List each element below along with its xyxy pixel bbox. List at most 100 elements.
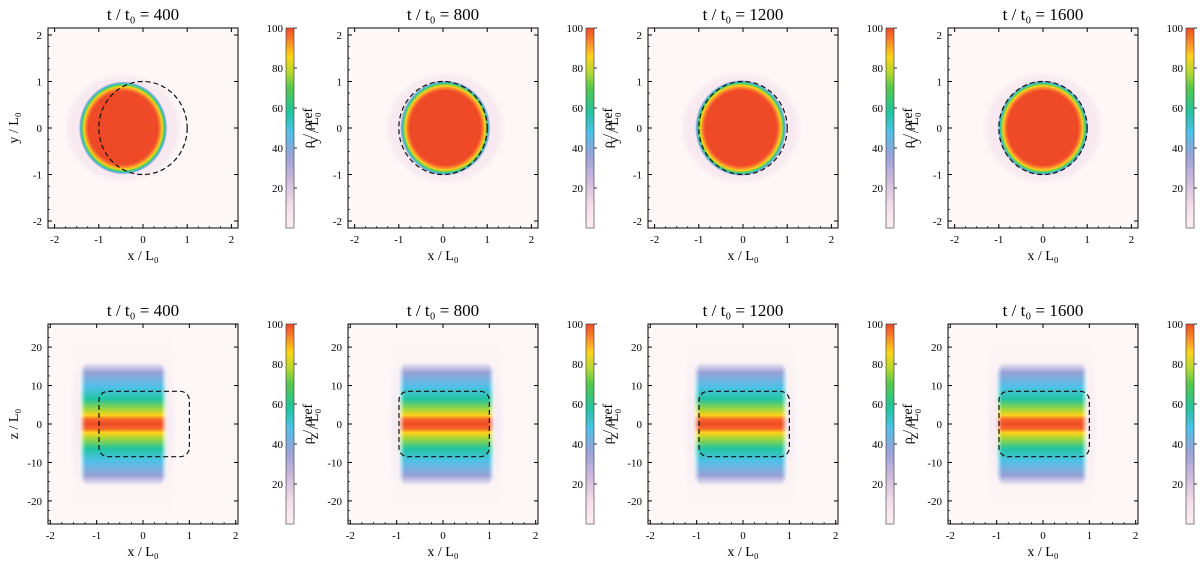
y-axis-label: y / L₀ bbox=[7, 112, 22, 143]
y-axis-label: z / L₀ bbox=[907, 409, 922, 440]
colorbar-tick-label: 60 bbox=[272, 399, 284, 411]
y-tick-label: 20 bbox=[31, 342, 43, 354]
x-tick-label: -2 bbox=[50, 234, 59, 246]
density-slab-edge bbox=[996, 362, 1088, 486]
colorbar-tick-label: 40 bbox=[272, 439, 284, 451]
y-tick-label: -1 bbox=[333, 170, 342, 182]
y-tick-label: 0 bbox=[337, 419, 343, 431]
colorbar-tick-label: 100 bbox=[567, 319, 584, 331]
y-axis-label: y / L₀ bbox=[607, 112, 622, 143]
x-tick-label: 2 bbox=[529, 234, 535, 246]
y-tick-label: 0 bbox=[37, 123, 43, 135]
colorbar-tick-label: 20 bbox=[272, 183, 284, 195]
y-tick-label: -1 bbox=[633, 170, 642, 182]
reference-circle bbox=[398, 80, 488, 176]
x-tick-label: 1 bbox=[484, 234, 490, 246]
x-axis-label: x / L₀ bbox=[427, 545, 458, 560]
y-tick-label: -2 bbox=[33, 216, 42, 228]
x-tick-label: -2 bbox=[350, 234, 359, 246]
colorbar-tick-label: 60 bbox=[1172, 103, 1184, 115]
x-tick-label: -1 bbox=[92, 530, 101, 542]
x-tick-label: 0 bbox=[440, 530, 446, 542]
y-tick-label: 1 bbox=[337, 76, 343, 88]
panel-title: t / t₀ = 1200 bbox=[703, 5, 784, 24]
x-tick-label: 2 bbox=[1129, 234, 1135, 246]
y-axis-label: z / L₀ bbox=[607, 409, 622, 440]
y-tick-label: -2 bbox=[633, 216, 642, 228]
colorbar-tick-label: 80 bbox=[572, 63, 584, 75]
colorbar-tick-label: 40 bbox=[572, 143, 584, 155]
x-axis-label: x / L₀ bbox=[127, 249, 158, 264]
x-tick-label: -1 bbox=[94, 234, 103, 246]
y-axis-label: z / L₀ bbox=[7, 409, 22, 440]
y-tick-label: 0 bbox=[37, 419, 43, 431]
reference-box bbox=[98, 390, 190, 458]
colorbar-tick-label: 60 bbox=[872, 103, 884, 115]
colorbar-tick-label: 80 bbox=[272, 359, 284, 371]
y-tick-label: 10 bbox=[631, 381, 643, 393]
reference-circle bbox=[98, 80, 188, 176]
panel-title: t / t₀ = 800 bbox=[407, 5, 479, 24]
y-axis-label: y / L₀ bbox=[307, 112, 322, 143]
panel-title: t / t₀ = 800 bbox=[407, 301, 479, 320]
colorbar-label: ρ / ρref bbox=[901, 107, 916, 148]
x-tick-label: 1 bbox=[184, 234, 190, 246]
colorbar-label: ρ / ρref bbox=[601, 107, 616, 148]
x-tick-label: 1 bbox=[1084, 234, 1090, 246]
x-axis-label: x / L₀ bbox=[727, 249, 758, 264]
colorbar-tick-label: 100 bbox=[867, 23, 884, 35]
x-tick-label: -2 bbox=[950, 234, 959, 246]
x-tick-label: -1 bbox=[992, 530, 1001, 542]
colorbar-tick-label: 40 bbox=[872, 439, 884, 451]
x-axis-label: x / L₀ bbox=[1027, 249, 1058, 264]
colorbar-tick-label: 80 bbox=[1172, 359, 1184, 371]
y-tick-label: -10 bbox=[627, 457, 642, 469]
colorbar-tick-label: 80 bbox=[872, 63, 884, 75]
colorbar-tick-label: 60 bbox=[572, 399, 584, 411]
density-slab-edge bbox=[80, 362, 167, 486]
y-tick-label: 2 bbox=[637, 30, 643, 42]
y-tick-label: 1 bbox=[637, 76, 643, 88]
y-tick-label: -1 bbox=[933, 170, 942, 182]
x-tick-label: 2 bbox=[833, 530, 839, 542]
x-tick-label: 2 bbox=[533, 530, 539, 542]
x-axis-label: x / L₀ bbox=[127, 545, 158, 560]
colorbar-tick-label: 100 bbox=[267, 23, 284, 35]
y-tick-label: -2 bbox=[933, 216, 942, 228]
panel-title: t / t₀ = 400 bbox=[107, 301, 179, 320]
reference-box bbox=[998, 390, 1090, 458]
colorbar bbox=[885, 27, 895, 229]
y-axis-label: y / L₀ bbox=[907, 112, 922, 143]
x-tick-label: 0 bbox=[1040, 234, 1046, 246]
panel-4: -2 -1 0 1 2 2 1 0 -1 -2 t / t₀ = 1600 x / L₀ y / L₀ 1… bbox=[907, 5, 1197, 264]
colorbar-tick-label: 20 bbox=[1172, 479, 1184, 491]
x-tick-label: -1 bbox=[394, 234, 403, 246]
x-tick-label: 2 bbox=[829, 234, 835, 246]
x-tick-label: 1 bbox=[787, 530, 793, 542]
reference-box bbox=[698, 390, 790, 458]
y-tick-label: -1 bbox=[33, 170, 42, 182]
panel-title: t / t₀ = 1600 bbox=[1003, 301, 1084, 320]
colorbar-label: ρ / ρref bbox=[901, 403, 916, 444]
y-tick-label: -20 bbox=[27, 496, 42, 508]
colorbar bbox=[285, 27, 295, 229]
colorbar-label: ρ / ρref bbox=[601, 403, 616, 444]
x-tick-label: -2 bbox=[346, 530, 355, 542]
y-tick-label: -20 bbox=[327, 496, 342, 508]
colorbar-label: ρ / ρref bbox=[301, 403, 316, 444]
x-axis-label: x / L₀ bbox=[1027, 545, 1058, 560]
panel-1: -2 -1 0 1 2 2 1 0 -1 -2 t / t₀ = 400 x / L₀ y / L₀ 10… bbox=[7, 5, 316, 264]
colorbar-tick-label: 100 bbox=[267, 319, 284, 331]
y-tick-label: -10 bbox=[327, 457, 342, 469]
x-tick-label: -2 bbox=[646, 530, 655, 542]
y-tick-label: -10 bbox=[27, 457, 42, 469]
y-axis-label: z / L₀ bbox=[307, 409, 322, 440]
x-tick-label: -1 bbox=[694, 234, 703, 246]
colorbar bbox=[885, 323, 895, 525]
colorbar-tick-label: 40 bbox=[572, 439, 584, 451]
colorbar bbox=[1185, 27, 1195, 229]
colorbar-tick-label: 40 bbox=[1172, 143, 1184, 155]
